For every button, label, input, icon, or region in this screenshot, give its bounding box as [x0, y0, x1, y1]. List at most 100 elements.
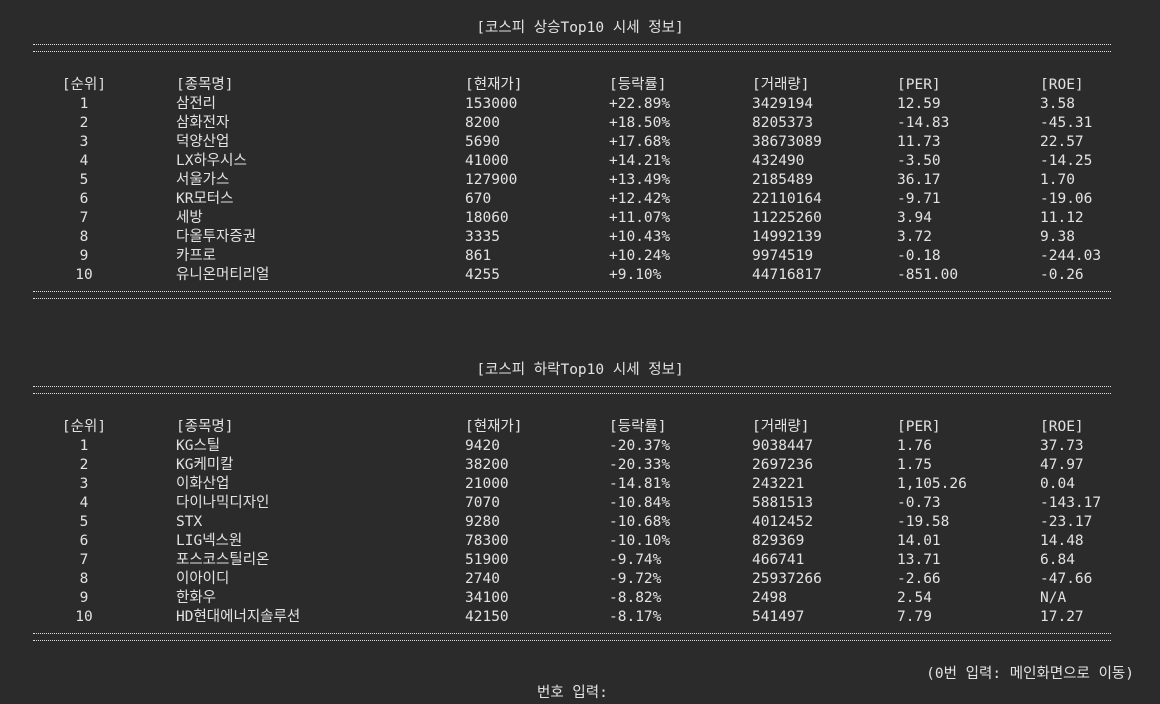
cell-change-rate: +10.24% — [609, 248, 671, 264]
cell-volume: 243221 — [752, 476, 805, 492]
header-change: [등락률] — [609, 77, 667, 93]
cell-volume: 466741 — [752, 552, 805, 568]
cell-volume: 11225260 — [752, 210, 822, 226]
header-rank: [순위] — [61, 77, 107, 93]
cell-volume: 9974519 — [752, 248, 814, 264]
table-row: 5 서울가스 127900 +13.49% 2185489 36.17 1.70 — [0, 171, 1160, 190]
cell-change-rate: -20.33% — [609, 457, 671, 473]
cell-rank: 4 — [79, 495, 89, 511]
cell-price: 5690 — [465, 134, 500, 150]
cell-price: 4255 — [465, 267, 500, 283]
cell-volume: 22110164 — [752, 191, 822, 207]
table-row: 6 LIG넥스원 78300 -10.10% 829369 14.01 14.48 — [0, 532, 1160, 551]
cell-roe: N/A — [1040, 590, 1067, 606]
cell-volume: 8205373 — [752, 115, 814, 131]
cell-per: -2.66 — [897, 571, 941, 587]
cell-rank: 10 — [75, 609, 93, 625]
cell-roe: 0.04 — [1040, 476, 1075, 492]
cell-roe: 3.58 — [1040, 96, 1075, 112]
cell-roe: 6.84 — [1040, 552, 1075, 568]
header-name: [종목명] — [176, 77, 234, 93]
cell-change-rate: -10.68% — [609, 514, 671, 530]
cell-volume: 25937266 — [752, 571, 822, 587]
cell-volume: 4012452 — [752, 514, 814, 530]
cell-stock-name: 덕양산업 — [176, 134, 230, 150]
table-row: 4 다이나믹디자인 7070 -10.84% 5881513 -0.73 -143.17 — [0, 494, 1160, 513]
cell-change-rate: +10.43% — [609, 229, 671, 245]
header-volume: [거래량] — [752, 77, 810, 93]
cell-volume: 2697236 — [752, 457, 814, 473]
cell-change-rate: +17.68% — [609, 134, 671, 150]
cell-stock-name: 이화산업 — [176, 476, 230, 492]
cell-volume: 829369 — [752, 533, 805, 549]
cell-rank: 5 — [79, 172, 89, 188]
cell-per: 1.76 — [897, 438, 932, 454]
table-row: 10 유니온머티리얼 4255 +9.10% 44716817 -851.00 -0.26 — [0, 266, 1160, 285]
navigation-hint: (0번 입력: 메인화면으로 이동) — [926, 666, 1134, 682]
cell-rank: 2 — [79, 457, 89, 473]
cell-stock-name: 다이나믹디자인 — [176, 495, 270, 511]
cell-per: 3.94 — [897, 210, 932, 226]
table-row: 7 포스코스틸리온 51900 -9.74% 466741 13.71 6.84 — [0, 551, 1160, 570]
cell-rank: 9 — [79, 590, 89, 606]
cell-per: 2.54 — [897, 590, 932, 606]
cell-stock-name: KR모터스 — [176, 191, 234, 207]
cell-stock-name: STX — [176, 514, 203, 530]
header-rank: [순위] — [61, 419, 107, 435]
cell-price: 8200 — [465, 115, 500, 131]
table-row: 8 다올투자증권 3335 +10.43% 14992139 3.72 9.38 — [0, 228, 1160, 247]
table-row: 4 LX하우시스 41000 +14.21% 432490 -3.50 -14.25 — [0, 152, 1160, 171]
cell-rank: 9 — [79, 248, 89, 264]
cell-per: 11.73 — [897, 134, 941, 150]
cell-price: 51900 — [465, 552, 509, 568]
table-row: 1 삼전리 153000 +22.89% 3429194 12.59 3.58 — [0, 95, 1160, 114]
cell-roe: -19.06 — [1040, 191, 1093, 207]
table-row: 8 이아이디 2740 -9.72% 25937266 -2.66 -47.66 — [0, 570, 1160, 589]
cell-price: 78300 — [465, 533, 509, 549]
cell-stock-name: 세방 — [176, 210, 203, 226]
cell-stock-name: 포스코스틸리온 — [176, 552, 270, 568]
cell-price: 670 — [465, 191, 492, 207]
cell-change-rate: -10.84% — [609, 495, 671, 511]
cell-roe: -23.17 — [1040, 514, 1093, 530]
cell-stock-name: LIG넥스원 — [176, 533, 243, 549]
cell-change-rate: +13.49% — [609, 172, 671, 188]
cell-roe: 11.12 — [1040, 210, 1084, 226]
cell-change-rate: -8.82% — [609, 590, 662, 606]
cell-stock-name: 다올투자증권 — [176, 229, 257, 245]
table-header: [순위] [종목명] [현재가] [등락률] [거래량] [PER] [ROE] — [0, 418, 1160, 437]
cell-price: 153000 — [465, 96, 518, 112]
cell-change-rate: +12.42% — [609, 191, 671, 207]
cell-stock-name: 카프로 — [176, 248, 217, 264]
cell-change-rate: -14.81% — [609, 476, 671, 492]
cell-roe: 14.48 — [1040, 533, 1084, 549]
cell-volume: 2498 — [752, 590, 787, 606]
header-name: [종목명] — [176, 419, 234, 435]
cell-price: 3335 — [465, 229, 500, 245]
cell-rank: 2 — [79, 115, 89, 131]
cell-change-rate: -9.72% — [609, 571, 662, 587]
header-per: [PER] — [897, 77, 941, 93]
cell-volume: 3429194 — [752, 96, 814, 112]
cell-rank: 5 — [79, 514, 89, 530]
cell-rank: 7 — [79, 552, 89, 568]
cell-price: 34100 — [465, 590, 509, 606]
header-price: [현재가] — [465, 77, 523, 93]
number-input-prompt[interactable]: 번호 입력: — [537, 685, 608, 701]
cell-change-rate: +22.89% — [609, 96, 671, 112]
table-row: 7 세방 18060 +11.07% 11225260 3.94 11.12 — [0, 209, 1160, 228]
cell-change-rate: -10.10% — [609, 533, 671, 549]
cell-per: -19.58 — [897, 514, 950, 530]
section-title-rising: [코스피 상승Top10 시세 정보] — [476, 20, 684, 36]
cell-roe: -45.31 — [1040, 115, 1093, 131]
table-row: 2 KG케미칼 38200 -20.33% 2697236 1.75 47.97 — [0, 456, 1160, 475]
cell-stock-name: 삼화전자 — [176, 115, 230, 131]
separator-top — [33, 386, 1111, 394]
cell-change-rate: +14.21% — [609, 153, 671, 169]
cell-roe: -143.17 — [1040, 495, 1102, 511]
cell-roe: 22.57 — [1040, 134, 1084, 150]
cell-roe: -47.66 — [1040, 571, 1093, 587]
cell-per: 14.01 — [897, 533, 941, 549]
cell-price: 7070 — [465, 495, 500, 511]
cell-per: 1,105.26 — [897, 476, 967, 492]
